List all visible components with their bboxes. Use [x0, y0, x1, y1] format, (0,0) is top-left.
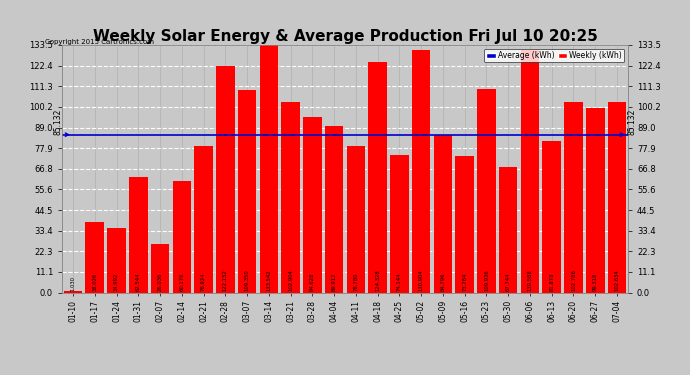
Bar [172, 181, 191, 292]
Text: 38.026: 38.026 [92, 272, 97, 291]
Text: 78.780: 78.780 [353, 272, 358, 291]
Text: 122.152: 122.152 [223, 269, 228, 291]
Text: 85.132: 85.132 [54, 108, 63, 135]
Text: 81.878: 81.878 [549, 272, 554, 291]
Bar [282, 102, 300, 292]
Bar [434, 135, 452, 292]
Title: Weekly Solar Energy & Average Production Fri Jul 10 20:25: Weekly Solar Energy & Average Production… [92, 29, 598, 44]
Bar [107, 228, 126, 292]
Bar [303, 117, 322, 292]
Text: 62.544: 62.544 [136, 272, 141, 291]
Text: 109.936: 109.936 [484, 269, 489, 291]
Bar [238, 90, 256, 292]
Bar [586, 108, 604, 292]
Bar [412, 50, 431, 292]
Bar [86, 222, 104, 292]
Text: 78.924: 78.924 [201, 272, 206, 291]
Text: 73.784: 73.784 [462, 272, 467, 291]
Bar [325, 126, 344, 292]
Bar [368, 62, 387, 292]
Bar [63, 291, 82, 292]
Text: 74.144: 74.144 [397, 272, 402, 291]
Text: 26.036: 26.036 [157, 272, 163, 291]
Legend: Average (kWh), Weekly (kWh): Average (kWh), Weekly (kWh) [484, 49, 624, 62]
Bar [390, 155, 408, 292]
Bar [608, 102, 627, 292]
Text: 133.542: 133.542 [266, 269, 271, 291]
Bar [259, 45, 278, 292]
Text: 102.634: 102.634 [615, 269, 620, 291]
Bar [129, 177, 148, 292]
Text: 102.904: 102.904 [288, 269, 293, 291]
Bar [564, 102, 583, 292]
Text: 99.318: 99.318 [593, 272, 598, 291]
Bar [521, 50, 539, 292]
Text: 34.992: 34.992 [114, 272, 119, 291]
Bar [542, 141, 561, 292]
Text: Copyright 2015 Cartronics.com: Copyright 2015 Cartronics.com [45, 39, 154, 45]
Text: 85.132: 85.132 [628, 108, 637, 135]
Text: 67.744: 67.744 [506, 272, 511, 291]
Bar [499, 167, 518, 292]
Bar [216, 66, 235, 292]
Text: 1.030: 1.030 [70, 276, 75, 291]
Text: 102.786: 102.786 [571, 269, 576, 291]
Text: 109.350: 109.350 [244, 269, 250, 291]
Bar [151, 244, 169, 292]
Text: 84.796: 84.796 [440, 272, 446, 291]
Text: 94.628: 94.628 [310, 272, 315, 291]
Text: 130.904: 130.904 [419, 269, 424, 291]
Text: 89.912: 89.912 [332, 272, 337, 291]
Bar [477, 88, 495, 292]
Bar [455, 156, 474, 292]
Text: 130.588: 130.588 [527, 269, 533, 291]
Text: 124.328: 124.328 [375, 269, 380, 291]
Bar [195, 146, 213, 292]
Text: 60.176: 60.176 [179, 272, 184, 291]
Bar [346, 147, 365, 292]
